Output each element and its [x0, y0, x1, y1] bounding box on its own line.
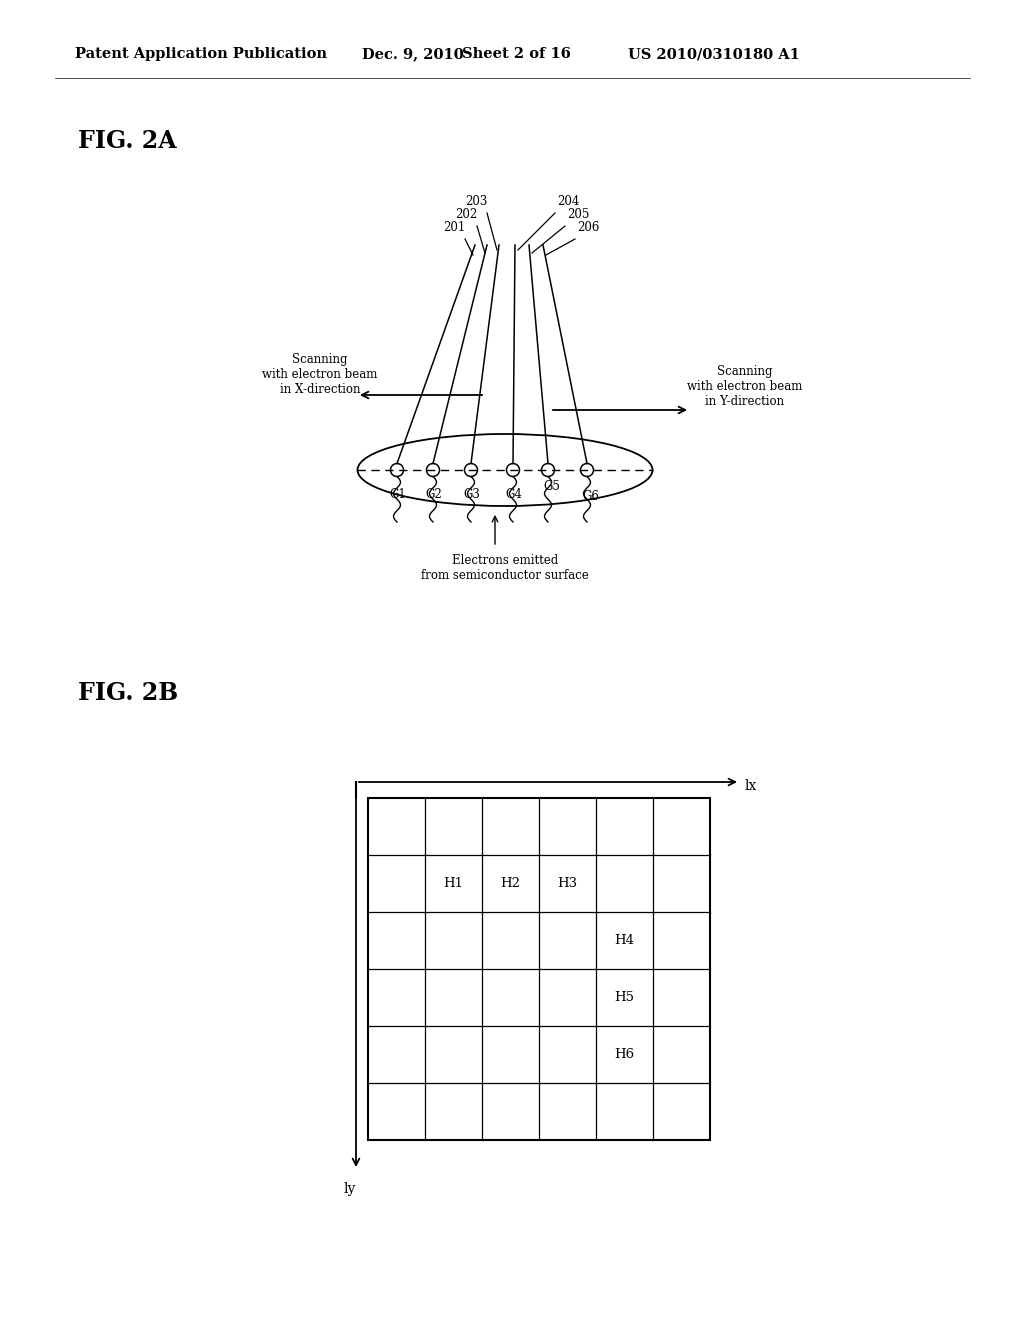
- Text: G2: G2: [425, 488, 441, 502]
- Text: lx: lx: [745, 779, 758, 793]
- Text: Sheet 2 of 16: Sheet 2 of 16: [462, 48, 570, 61]
- Text: Patent Application Publication: Patent Application Publication: [75, 48, 327, 61]
- Text: 201: 201: [443, 220, 465, 234]
- Text: US 2010/0310180 A1: US 2010/0310180 A1: [628, 48, 800, 61]
- Text: ly: ly: [344, 1181, 356, 1196]
- Text: FIG. 2B: FIG. 2B: [78, 681, 178, 705]
- Text: H1: H1: [443, 876, 464, 890]
- Text: 202: 202: [455, 209, 477, 220]
- Text: G1: G1: [389, 488, 406, 502]
- Text: H6: H6: [614, 1048, 635, 1061]
- Text: Scanning
with electron beam
in Y-direction: Scanning with electron beam in Y-directi…: [687, 366, 803, 408]
- Text: G4: G4: [505, 488, 522, 502]
- Text: G5: G5: [543, 480, 560, 492]
- Text: Scanning
with electron beam
in X-direction: Scanning with electron beam in X-directi…: [262, 352, 378, 396]
- Text: G3: G3: [463, 488, 480, 502]
- Text: 204: 204: [557, 195, 580, 209]
- Text: 203: 203: [465, 195, 487, 209]
- Text: G6: G6: [582, 490, 599, 503]
- Text: 206: 206: [577, 220, 599, 234]
- Bar: [368, 799, 710, 1140]
- Text: H3: H3: [557, 876, 578, 890]
- Text: H5: H5: [614, 991, 635, 1005]
- Text: H2: H2: [501, 876, 520, 890]
- Text: FIG. 2A: FIG. 2A: [78, 129, 176, 153]
- Text: H4: H4: [614, 935, 635, 946]
- Text: 205: 205: [567, 209, 590, 220]
- Text: Dec. 9, 2010: Dec. 9, 2010: [362, 48, 464, 61]
- Text: Electrons emitted
from semiconductor surface: Electrons emitted from semiconductor sur…: [421, 554, 589, 582]
